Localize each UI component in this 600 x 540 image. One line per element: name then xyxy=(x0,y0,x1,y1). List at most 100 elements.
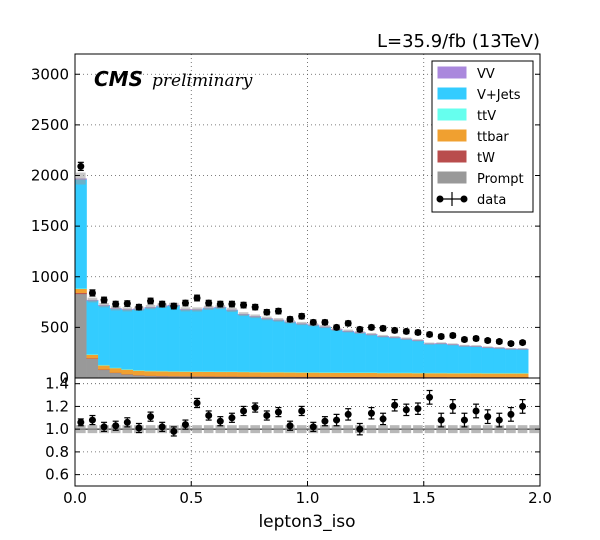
bar-ttbar xyxy=(353,372,366,378)
ratio-uncertainty xyxy=(262,425,272,434)
bar-ttbar xyxy=(388,372,401,378)
ratio-point xyxy=(321,417,329,425)
ratio-point xyxy=(77,418,85,426)
ratio-uncertainty xyxy=(366,425,377,434)
legend: VV V+Jets ttV ttbar tW Prompt data xyxy=(431,60,534,213)
ratio-uncertainty xyxy=(273,425,284,434)
ratio-point xyxy=(251,404,259,412)
ratio-point xyxy=(507,410,515,418)
bar-v-jets xyxy=(342,331,355,373)
ratio-uncertainty xyxy=(343,425,353,434)
stat-uncertainty xyxy=(413,339,423,342)
data-point xyxy=(495,338,503,346)
bar-v-jets xyxy=(121,309,134,370)
ratio-point xyxy=(519,402,527,410)
data-point xyxy=(344,319,352,327)
bar-tw xyxy=(74,292,87,295)
ratio-point xyxy=(205,412,213,420)
bar-ttbar xyxy=(330,372,343,378)
stat-uncertainty xyxy=(366,332,377,336)
stat-uncertainty xyxy=(424,342,435,345)
ratio-point xyxy=(170,427,178,435)
data-point xyxy=(298,312,306,320)
data-point xyxy=(309,318,317,326)
data-point xyxy=(333,323,341,331)
stat-uncertainty xyxy=(448,343,458,346)
ratio-uncertainty xyxy=(389,425,400,434)
ratio-uncertainty xyxy=(145,425,156,434)
bar-ttbar xyxy=(377,372,390,378)
stat-uncertainty xyxy=(401,337,412,340)
bar-v-jets xyxy=(446,344,459,373)
bar-prompt xyxy=(86,358,99,379)
ratio-point xyxy=(344,410,352,418)
legend-label-tw: tW xyxy=(477,151,495,166)
stacked-histogram xyxy=(74,178,529,379)
ratio-point xyxy=(112,422,120,430)
legend-marker-point xyxy=(436,195,444,203)
ratio-point xyxy=(367,409,375,417)
bar-v-jets xyxy=(156,305,169,371)
ratio-uncertainty xyxy=(76,425,86,434)
ratio-tick-label: 1.2 xyxy=(45,397,69,415)
ratio-tick-label: 1.0 xyxy=(45,420,69,438)
bar-ttbar xyxy=(365,372,378,378)
stat-uncertainty xyxy=(180,307,191,312)
data-point xyxy=(158,300,166,308)
bar-v-jets xyxy=(411,340,424,373)
y-tick-label: 1000 xyxy=(31,268,69,286)
x-tick-label: 0.5 xyxy=(179,489,203,507)
data-point xyxy=(414,328,422,336)
bar-v-jets xyxy=(353,332,366,373)
bar-v-jets xyxy=(167,305,180,372)
legend-label-prompt: Prompt xyxy=(477,172,524,187)
bar-v-jets xyxy=(481,347,494,374)
ratio-point xyxy=(274,408,282,416)
data-point xyxy=(170,302,178,310)
data-point xyxy=(88,289,96,297)
ratio-point xyxy=(379,415,387,423)
ratio-y-axis: 0.6 0.8 1.0 1.2 1.4 xyxy=(45,375,540,484)
data-point xyxy=(193,294,201,302)
bar-ttbar xyxy=(191,371,204,377)
ratio-uncertainty xyxy=(250,425,260,434)
data-point xyxy=(181,299,189,307)
ratio-point xyxy=(356,425,364,433)
bar-v-jets xyxy=(458,346,471,373)
ratio-uncertainty xyxy=(192,425,202,434)
bar-ttbar xyxy=(470,373,483,378)
stat-uncertainty xyxy=(76,172,86,185)
legend-swatch-prompt xyxy=(437,171,467,184)
ratio-point xyxy=(135,424,143,432)
x-tick-label: 1.5 xyxy=(412,489,436,507)
data-point xyxy=(147,297,155,305)
bar-ttbar xyxy=(167,371,180,377)
data-point xyxy=(367,323,375,331)
ratio-point xyxy=(414,405,422,413)
bar-v-jets xyxy=(237,314,250,372)
legend-swatch-tw xyxy=(437,150,467,163)
bar-v-jets xyxy=(307,325,320,373)
bar-ttbar xyxy=(493,373,506,378)
ratio-uncertainty xyxy=(378,425,388,434)
ratio-uncertainty xyxy=(87,425,98,434)
bar-v-jets xyxy=(179,309,192,372)
data-point xyxy=(274,307,282,315)
ratio-point xyxy=(309,423,317,431)
x-axis: 0.0 0.5 1.0 1.5 2.0 xyxy=(63,373,552,507)
ratio-uncertainty xyxy=(203,425,214,434)
ratio-tick-label: 0.6 xyxy=(45,466,69,484)
ratio-point xyxy=(426,393,434,401)
y-tick-label: 1500 xyxy=(31,217,69,235)
data-point xyxy=(286,315,294,323)
bar-prompt xyxy=(98,369,111,379)
stat-uncertainty xyxy=(506,347,516,350)
data-point xyxy=(135,303,143,311)
ratio-uncertainty xyxy=(122,425,133,434)
bar-ttbar xyxy=(121,369,134,375)
bar-ttbar xyxy=(458,373,471,378)
bar-v-jets xyxy=(423,343,436,373)
main-y-axis: 0 500 1000 1500 2000 2500 3000 xyxy=(31,65,540,387)
stat-uncertainty xyxy=(320,325,330,329)
stat-uncertainty xyxy=(517,348,528,350)
